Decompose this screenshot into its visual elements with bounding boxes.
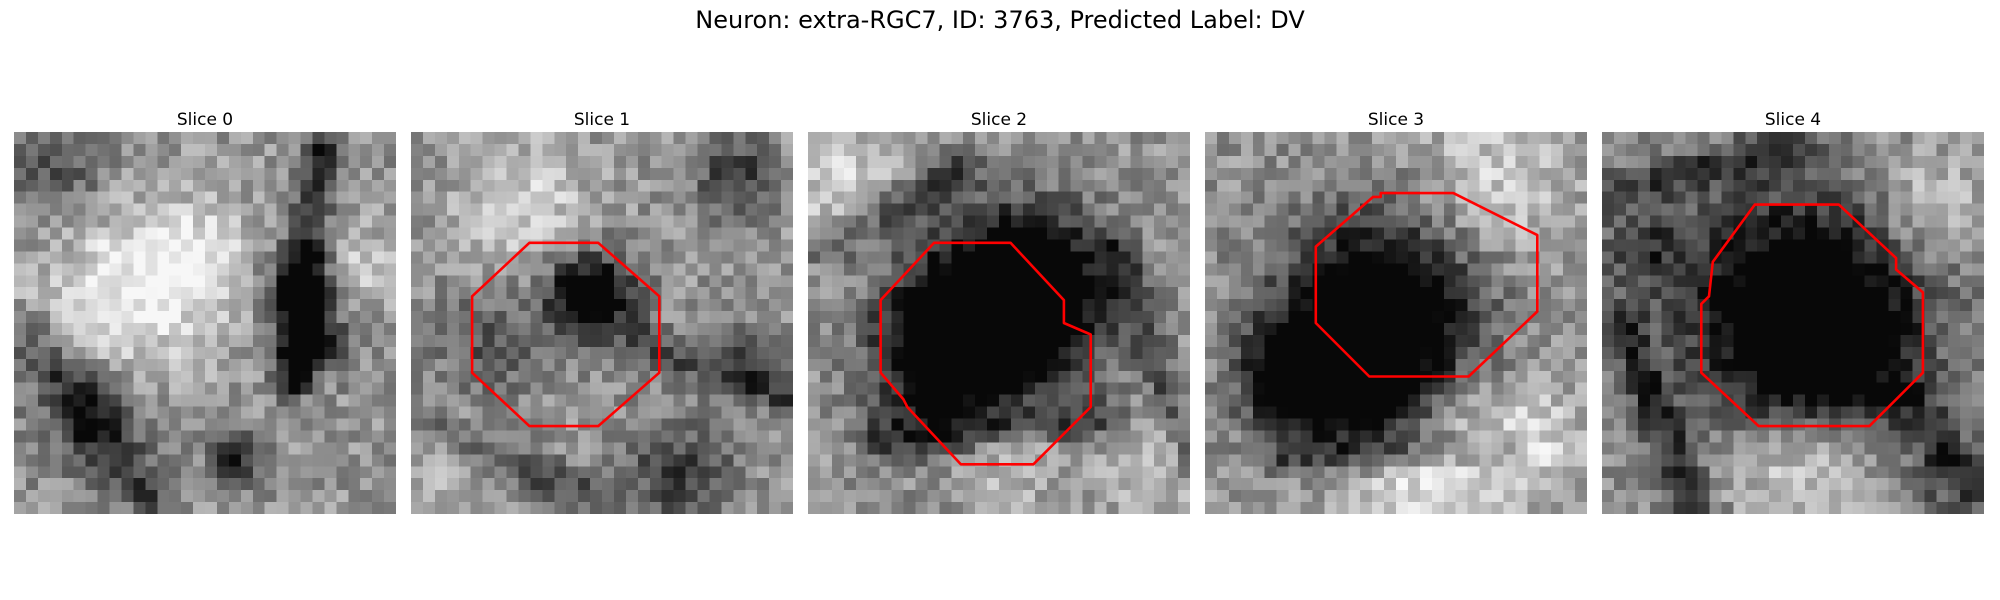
slice-image-3 <box>1205 132 1587 514</box>
slice-title-3: Slice 3 <box>1367 110 1425 130</box>
roi-contour-1 <box>470 241 661 428</box>
slice-image-2 <box>808 132 1190 514</box>
slice-title-1: Slice 1 <box>573 110 631 130</box>
slice-title-2: Slice 2 <box>970 110 1028 130</box>
roi-contour-4 <box>1700 203 1925 428</box>
slice-panel-1: Slice 1 <box>411 108 793 514</box>
slice-panel-2: Slice 2 <box>808 108 1190 514</box>
slice-panel-3: Slice 3 <box>1205 108 1587 514</box>
roi-contour-3 <box>1314 191 1539 378</box>
figure-title: Neuron: extra-RGC7, ID: 3763, Predicted … <box>695 6 1305 34</box>
slice-image-1 <box>411 132 793 514</box>
slice-panel-4: Slice 4 <box>1602 108 1984 514</box>
slice-image-4 <box>1602 132 1984 514</box>
slice-panel-0: Slice 0 <box>14 108 396 514</box>
slice-title-0: Slice 0 <box>176 110 234 130</box>
roi-contour-2 <box>879 241 1093 466</box>
slice-title-4: Slice 4 <box>1764 110 1822 130</box>
slice-image-0 <box>14 132 396 514</box>
